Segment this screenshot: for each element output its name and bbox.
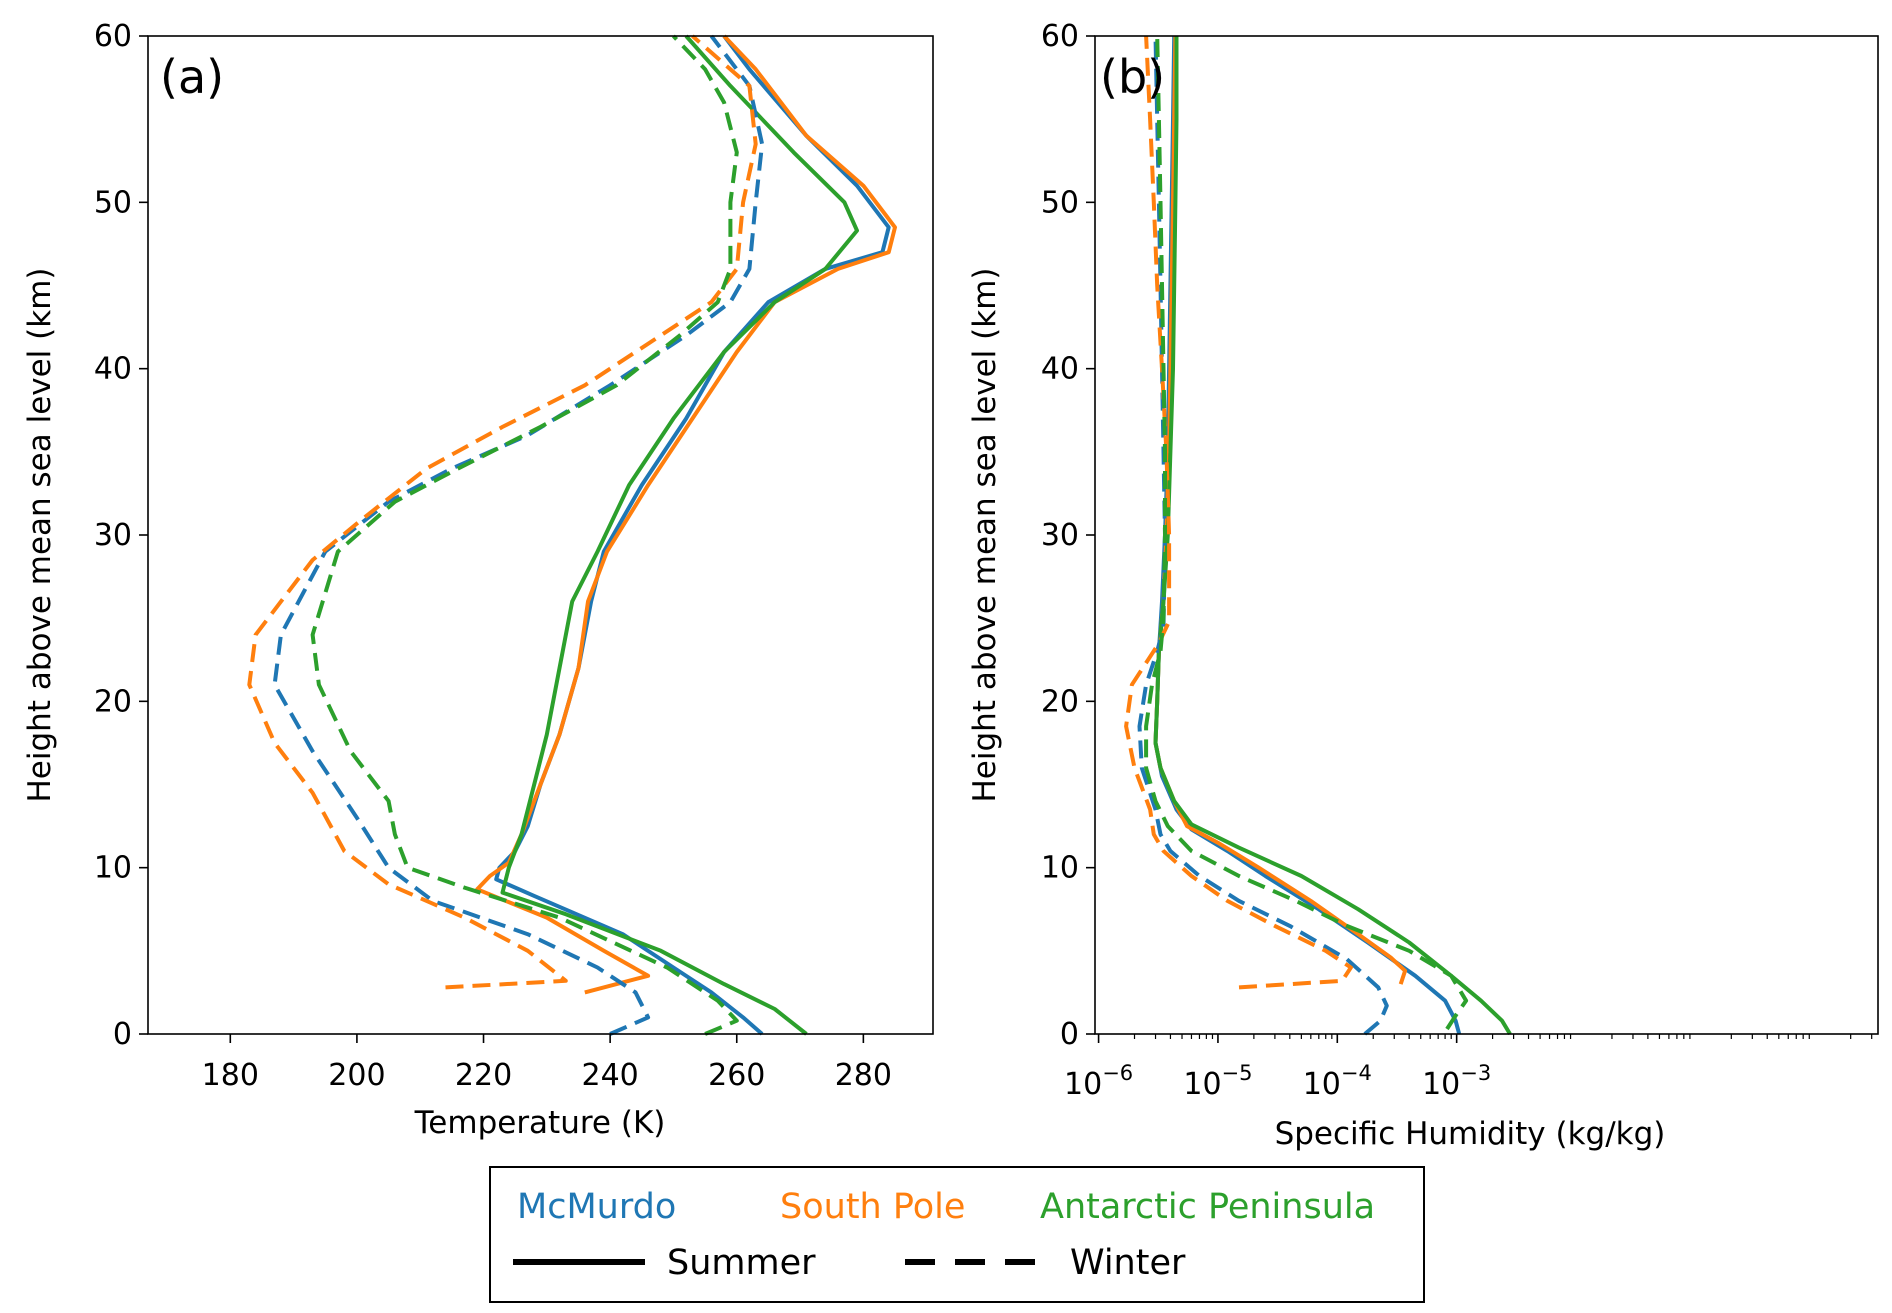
- panel-a: 0 10 20 30 40 50 60 180 200 220 240 260 280 (a) Tem…: [22, 19, 934, 1141]
- legend-winter-label: Winter: [1070, 1243, 1186, 1283]
- panel-b-x-tick-label: 10−3: [1422, 1061, 1491, 1102]
- panel-a-x-ticks: 180 200 220 240 260 280: [202, 1034, 892, 1093]
- panel-b-y-tick-label: 60: [1041, 19, 1079, 54]
- panel-b-line-south-pole-winter: [1124, 35, 1353, 990]
- panel-a-x-tick-label: 280: [835, 1058, 892, 1093]
- panel-b-y-tick-label: 0: [1060, 1017, 1079, 1052]
- panel-b-x-ticks: 10−6 10−5 10−4 10−3: [1064, 1034, 1873, 1102]
- legend-summer-label: Summer: [667, 1243, 816, 1283]
- legend: McMurdo South Pole Antarctic Peninsula S…: [489, 1166, 1425, 1303]
- panel-b-line-antarctic-peninsula-summer: [1153, 36, 1512, 1036]
- panel-a-x-tick-label: 260: [708, 1058, 765, 1093]
- panel-a-x-tick-label: 240: [582, 1058, 639, 1093]
- panel-a-lines: [247, 34, 897, 1036]
- panel-a-label: (a): [160, 50, 224, 104]
- panel-a-x-tick-label: 180: [202, 1058, 259, 1093]
- panel-b-y-tick-label: 50: [1041, 185, 1079, 220]
- panel-a-line-antarctic-peninsula-winter: [310, 34, 739, 1036]
- panel-a-x-axis-label: Temperature (K): [414, 1105, 666, 1141]
- panel-a-line-south-pole-summer: [475, 34, 897, 995]
- panel-b-y-ticks: 0 10 20 30 40 50 60: [1041, 19, 1095, 1052]
- panel-a-y-tick-label: 50: [94, 185, 132, 220]
- panel-a-y-tick-label: 20: [94, 684, 132, 719]
- legend-site-south-pole: South Pole: [780, 1187, 965, 1227]
- panel-b-y-tick-label: 10: [1041, 851, 1079, 886]
- panel-a-y-axis-label: Height above mean sea level (km): [22, 268, 58, 803]
- panel-b-y-tick-label: 30: [1041, 518, 1079, 553]
- panel-a-y-tick-label: 10: [94, 851, 132, 886]
- panel-b-x-tick-label: 10−4: [1303, 1061, 1372, 1102]
- panel-b-lines: [1124, 35, 1512, 1036]
- panel-b-x-axis-label: Specific Humidity (kg/kg): [1275, 1116, 1666, 1152]
- panel-b-label: (b): [1100, 50, 1165, 104]
- panel-b-x-tick-label: 10−5: [1183, 1061, 1252, 1102]
- panel-a-x-tick-label: 200: [328, 1058, 385, 1093]
- panel-b-line-antarctic-peninsula-winter: [1144, 35, 1469, 1031]
- panel-a-line-antarctic-peninsula-summer: [500, 34, 859, 1036]
- panel-b-y-tick-label: 40: [1041, 352, 1079, 387]
- panel-a-frame: [147, 35, 934, 1035]
- panel-b-x-tick-label: 10−6: [1064, 1061, 1133, 1102]
- panel-a-y-tick-label: 60: [94, 19, 132, 54]
- legend-site-mcmurdo: McMurdo: [517, 1187, 676, 1227]
- legend-box: [489, 1166, 1425, 1303]
- panel-a-x-tick-label: 220: [455, 1058, 512, 1093]
- panel-a-y-tick-label: 30: [94, 518, 132, 553]
- panel-a-line-south-pole-winter: [247, 34, 758, 990]
- panel-a-y-ticks: 0 10 20 30 40 50 60: [94, 19, 148, 1052]
- panel-a-y-tick-label: 0: [113, 1017, 132, 1052]
- panel-a-line-mcmurdo-winter: [272, 34, 765, 1036]
- panel-b-y-tick-label: 20: [1041, 684, 1079, 719]
- legend-site-antarctic-peninsula: Antarctic Peninsula: [1040, 1187, 1375, 1227]
- panel-b-line-mcmurdo-summer: [1153, 35, 1462, 1035]
- panel-b-y-axis-label: Height above mean sea level (km): [967, 268, 1003, 803]
- panel-a-y-tick-label: 40: [94, 352, 132, 387]
- panel-b-line-south-pole-summer: [1153, 35, 1408, 985]
- panel-b: 0 10 20 30 40 50 60 10−6 10−5 10−4 10−3 (b) Speci…: [967, 19, 1879, 1152]
